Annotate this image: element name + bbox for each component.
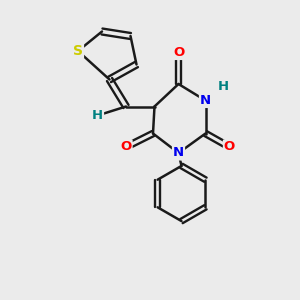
- Text: N: N: [173, 146, 184, 160]
- Text: N: N: [200, 94, 211, 107]
- Text: H: H: [92, 109, 103, 122]
- Text: O: O: [173, 46, 184, 59]
- Text: H: H: [218, 80, 229, 94]
- Text: O: O: [224, 140, 235, 154]
- Text: O: O: [120, 140, 132, 154]
- Text: S: S: [73, 44, 83, 58]
